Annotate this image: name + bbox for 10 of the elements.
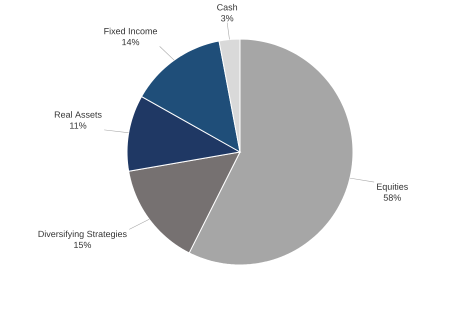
data-label: 14% [122, 38, 140, 46]
data-label: 11% [70, 122, 86, 129]
slice-label: Real Assets [54, 111, 102, 118]
slice-label: Fixed Income [104, 28, 158, 34]
slice-label: Equities [377, 183, 408, 192]
data-label: 3% [221, 15, 234, 22]
slice-label: Cash [217, 4, 238, 10]
data-label: 58% [384, 194, 401, 201]
slice-label: Diversifying Strategies [38, 230, 127, 239]
data-label: 15% [74, 242, 92, 248]
